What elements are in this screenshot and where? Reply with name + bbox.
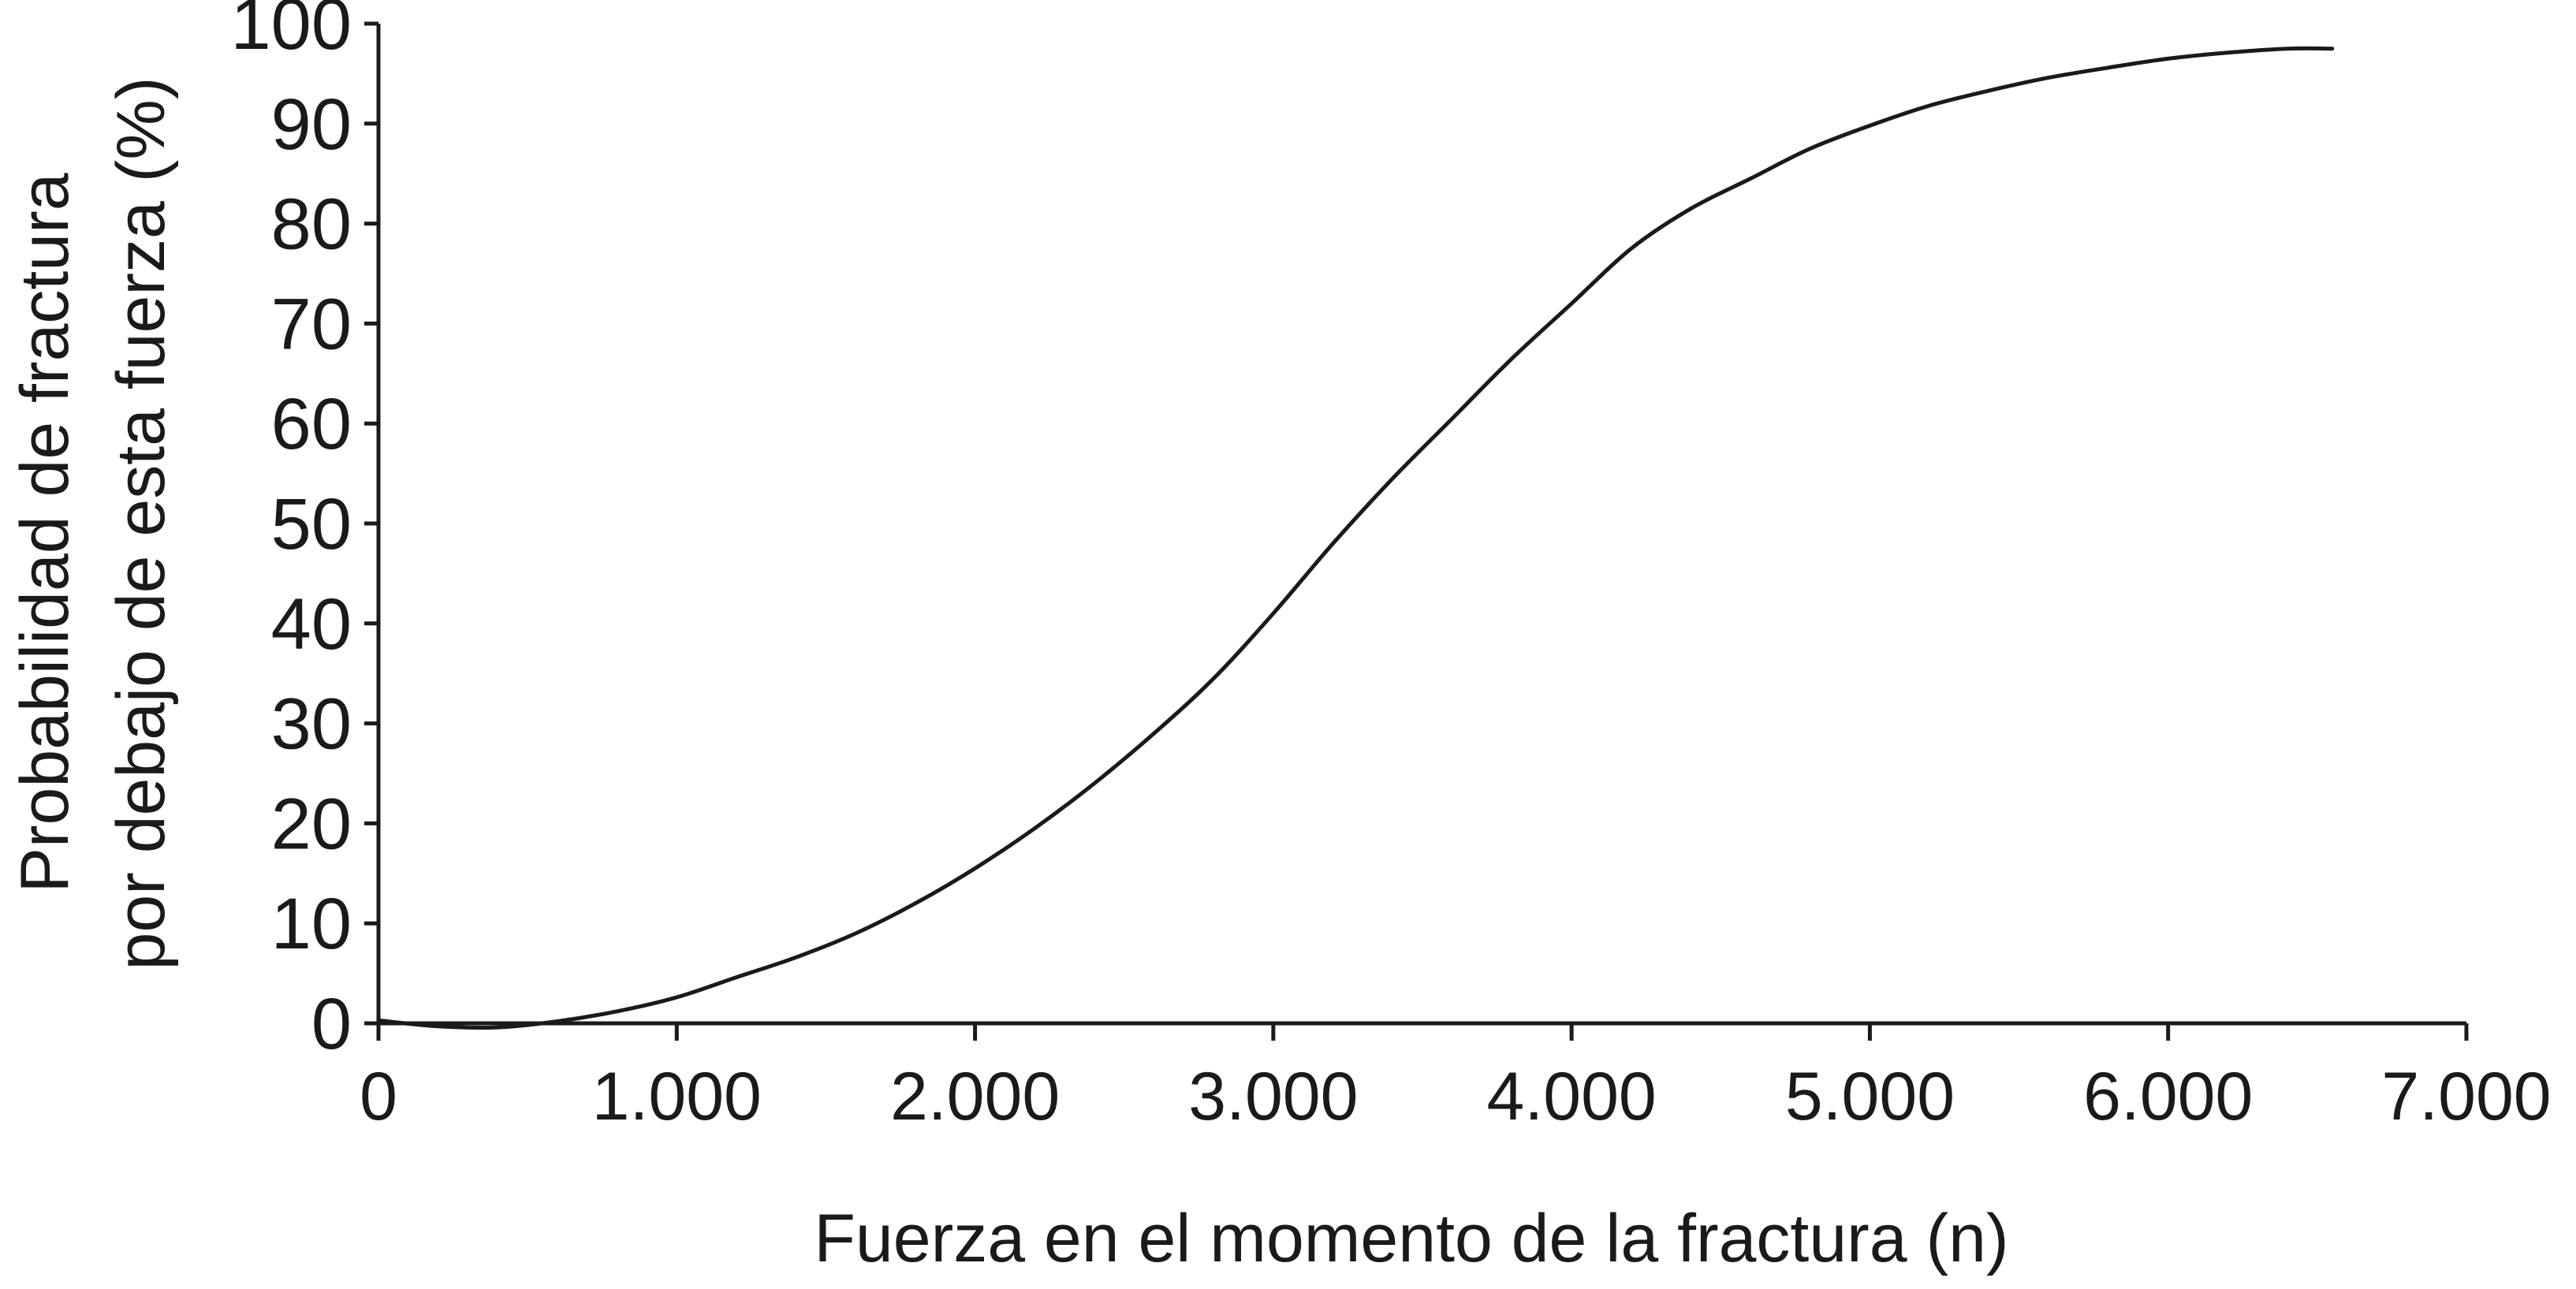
y-tick-label: 10 <box>271 884 352 964</box>
y-tick-label: 100 <box>231 0 352 65</box>
y-tick-label: 30 <box>271 684 352 765</box>
x-axis: 0 1.000 2.000 3.000 4.000 5.000 6.000 7.000 <box>360 1021 2552 1134</box>
y-axis-title: Probabilidad de fractura por debajo de e… <box>7 77 179 970</box>
x-tick-label: 2.000 <box>890 1059 1060 1134</box>
y-tick-label: 60 <box>271 384 352 464</box>
y-tick-label: 70 <box>271 284 352 364</box>
x-tick-label: 3.000 <box>1188 1059 1358 1134</box>
y-axis-title-line-1: Probabilidad de fractura <box>7 173 83 892</box>
x-tick-label: 4.000 <box>1487 1059 1657 1134</box>
y-axis: 0 10 20 30 40 50 60 70 80 90 100 <box>231 0 381 1064</box>
series-group <box>376 46 2335 1030</box>
y-tick-label: 90 <box>271 84 352 165</box>
x-tick-label: 0 <box>360 1059 397 1134</box>
x-tick-label: 6.000 <box>2083 1059 2253 1134</box>
y-tick-label: 50 <box>271 484 352 564</box>
y-tick-label: 0 <box>311 984 352 1064</box>
series-line <box>376 46 2335 1030</box>
y-tick-label: 80 <box>271 184 352 265</box>
y-axis-title-line-2: por debajo de esta fuerza (%) <box>103 77 179 970</box>
y-tick-label: 20 <box>271 784 352 864</box>
x-tick-label: 7.000 <box>2381 1059 2551 1134</box>
x-axis-title: Fuerza en el momento de la fractura (n) <box>814 1201 2008 1276</box>
x-tick-label: 5.000 <box>1785 1059 1955 1134</box>
y-tick-label: 40 <box>271 584 352 665</box>
x-tick-label: 1.000 <box>592 1059 762 1134</box>
